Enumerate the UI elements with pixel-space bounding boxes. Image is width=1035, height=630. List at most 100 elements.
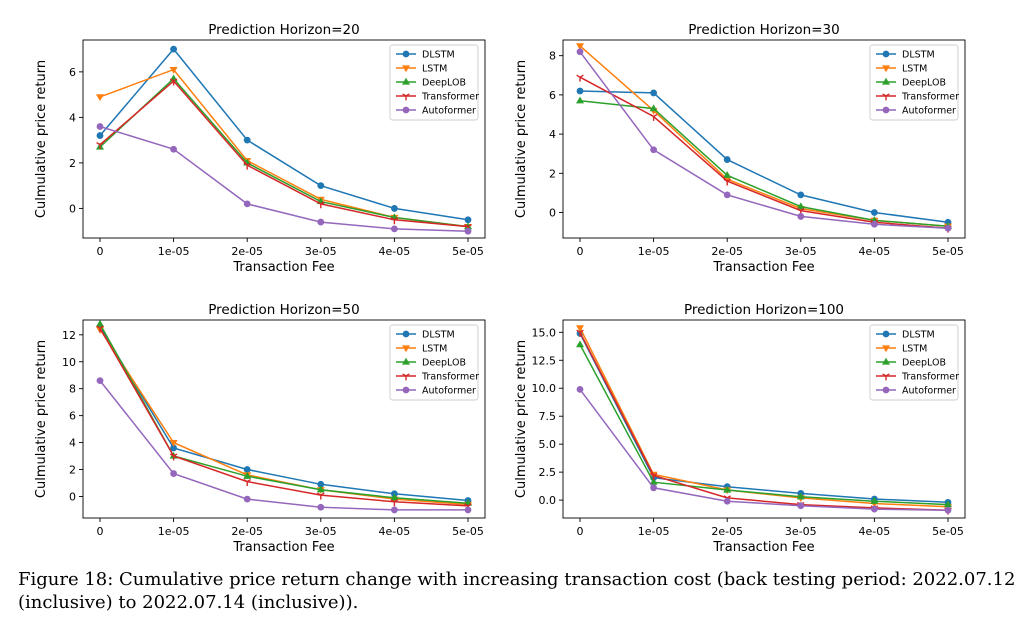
legend-label: DLSTM xyxy=(902,330,935,341)
data-point-deeplob xyxy=(576,340,584,348)
legend-label: LSTM xyxy=(422,344,447,355)
data-point-autoformer xyxy=(464,227,472,235)
legend-label: Transformer xyxy=(421,92,479,103)
series-line-dlstm xyxy=(579,333,949,504)
data-point-autoformer xyxy=(96,123,104,130)
legend-label: Autoformer xyxy=(422,386,476,397)
x-tick-label: 4e-05 xyxy=(859,525,891,538)
x-tick-label: 0 xyxy=(577,245,584,258)
series-line-deeplob xyxy=(99,77,469,228)
legend-swatch-marker xyxy=(402,50,410,58)
legend: DLSTM LSTM DeepLOB Transformer Autoformer xyxy=(869,44,959,121)
data-point-dlstm xyxy=(317,182,325,190)
legend-label: Transformer xyxy=(901,92,959,103)
data-point-dlstm xyxy=(871,209,878,216)
legend-label: DeepLOB xyxy=(422,358,466,369)
data-point-dlstm xyxy=(243,136,251,144)
data-point-dlstm xyxy=(464,216,472,224)
data-point-transformer xyxy=(317,492,325,500)
x-tick-label: 5e-05 xyxy=(452,245,484,258)
data-point-deeplob xyxy=(944,500,952,508)
data-point-dlstm xyxy=(243,466,251,473)
legend-swatch-marker xyxy=(402,106,410,114)
x-tick-label: 1e-05 xyxy=(158,245,190,258)
data-point-autoformer xyxy=(391,225,398,233)
figure-caption: Figure 18: Cumulative price return chang… xyxy=(18,569,1016,613)
legend-swatch-marker xyxy=(402,330,410,338)
series-line-dlstm xyxy=(579,90,949,224)
data-point-transformer xyxy=(169,453,178,461)
x-tick-label: 0 xyxy=(577,525,584,538)
series-line-transformer xyxy=(579,331,949,511)
x-tick-label: 3e-05 xyxy=(305,245,337,258)
data-point-transformer xyxy=(169,78,178,86)
legend-label: LSTM xyxy=(422,64,447,75)
data-point-deeplob xyxy=(243,472,252,479)
data-point-autoformer xyxy=(797,502,805,510)
data-point-transformer xyxy=(723,178,731,186)
chart-title: Prediction Horizon=20 xyxy=(208,22,359,38)
legend-swatch-marker xyxy=(882,386,890,394)
series-line-transformer xyxy=(99,327,469,507)
data-point-autoformer xyxy=(317,218,325,226)
plot-area-frame xyxy=(82,319,486,519)
x-tick-label: 3e-05 xyxy=(785,245,817,258)
data-point-autoformer xyxy=(944,224,952,232)
x-tick-label: 0 xyxy=(97,525,104,538)
x-tick-label: 1e-05 xyxy=(638,525,670,538)
chart-panel: Prediction Horizon=30 0 1e-05 2e-05 3e-05 4e-… xyxy=(514,22,966,275)
series-line-autoformer xyxy=(99,380,468,511)
data-point-dlstm xyxy=(650,89,657,97)
data-point-autoformer xyxy=(650,146,657,154)
y-tick-label: 4 xyxy=(69,437,76,450)
x-tick-label: 5e-05 xyxy=(932,525,964,538)
data-point-dlstm xyxy=(317,480,325,488)
series-line-dlstm xyxy=(99,326,469,502)
x-axis-label: Transaction Fee xyxy=(232,540,334,555)
legend-label: DLSTM xyxy=(902,50,935,61)
y-tick-label: 0 xyxy=(69,490,76,503)
legend-label: LSTM xyxy=(902,64,927,75)
y-tick-label: 6 xyxy=(69,66,76,79)
y-axis-label: Culmulative price return xyxy=(514,340,529,498)
y-tick-label: 0.0 xyxy=(539,494,557,507)
data-point-deeplob xyxy=(390,493,399,501)
data-point-transformer xyxy=(243,162,251,170)
legend-swatch-marker xyxy=(402,65,410,73)
y-axis-label: Culmulative price return xyxy=(514,60,529,218)
data-point-autoformer xyxy=(723,497,731,505)
series-line-dlstm xyxy=(99,47,469,221)
legend-label: DLSTM xyxy=(422,330,455,341)
data-point-autoformer xyxy=(243,200,251,208)
legend-label: Autoformer xyxy=(422,106,476,117)
y-tick-label: 12.5 xyxy=(532,354,557,367)
data-point-transformer xyxy=(649,113,658,121)
data-point-autoformer xyxy=(391,506,398,514)
data-point-lstm xyxy=(723,176,732,184)
data-point-autoformer xyxy=(170,470,178,477)
data-point-deeplob xyxy=(316,485,325,493)
y-tick-label: 0 xyxy=(549,207,556,220)
y-tick-label: 5.0 xyxy=(539,438,557,451)
data-point-dlstm xyxy=(576,87,584,95)
data-point-dlstm xyxy=(797,191,805,199)
data-point-autoformer xyxy=(576,385,584,393)
data-point-dlstm xyxy=(170,444,178,452)
x-tick-label: 2e-05 xyxy=(711,525,743,538)
series-line-transformer xyxy=(99,79,469,228)
x-tick-label: 5e-05 xyxy=(932,245,964,258)
y-tick-label: 6 xyxy=(69,410,76,423)
x-tick-label: 3e-05 xyxy=(305,525,337,538)
y-tick-label: 12 xyxy=(62,329,76,342)
x-axis-label: Transaction Fee xyxy=(232,260,334,275)
plot-area-frame xyxy=(82,39,486,239)
legend-swatch-marker xyxy=(402,357,410,365)
y-tick-label: 4 xyxy=(69,111,76,124)
y-tick-label: 7.5 xyxy=(539,410,557,423)
y-tick-label: 15.0 xyxy=(532,326,557,339)
legend-label: DeepLOB xyxy=(902,358,946,369)
data-point-autoformer xyxy=(797,213,805,220)
series-line-autoformer xyxy=(99,125,469,232)
data-point-deeplob xyxy=(723,485,732,493)
data-point-transformer xyxy=(96,142,104,150)
